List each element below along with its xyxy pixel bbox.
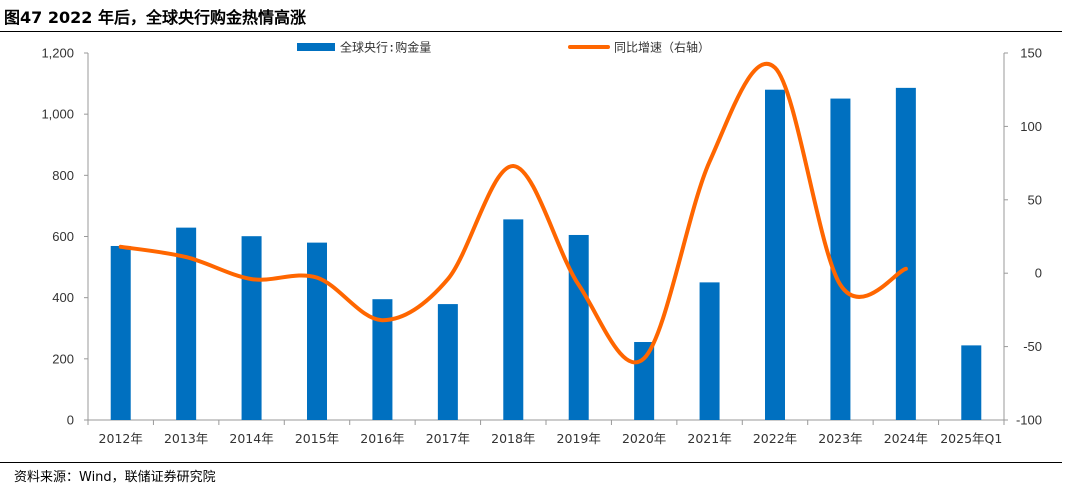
bar <box>765 89 785 420</box>
bar <box>830 98 851 421</box>
legend: 全球央行:购金量 同比增速（右轴） <box>297 40 710 55</box>
legend-bar-label: 全球央行:购金量 <box>340 40 431 55</box>
bar <box>176 227 197 420</box>
x-tick-label: 2014年 <box>229 431 273 446</box>
x-tick-label: 2017年 <box>426 431 470 446</box>
chart-title: 图47 2022 年后，全球央行购金热情高涨 <box>4 8 306 27</box>
bar <box>699 282 720 420</box>
bar <box>568 234 589 420</box>
x-tick-label: 2018年 <box>491 431 535 446</box>
x-tick-label: 2025年Q1 <box>940 431 1002 446</box>
x-tick-label: 2020年 <box>622 431 666 446</box>
y-left-tick-label: 400 <box>52 290 74 305</box>
y-left-tick-label: 200 <box>52 351 74 366</box>
y-right-tick-label: 100 <box>1020 119 1042 134</box>
legend-line-label: 同比增速（右轴） <box>614 40 710 55</box>
y-left-tick-label: 1,200 <box>41 46 74 61</box>
y-right-tick-label: 50 <box>1028 192 1042 207</box>
bottom-rule <box>0 462 1062 463</box>
y-right-tick-label: -50 <box>1023 339 1042 354</box>
x-tick-label: 2012年 <box>99 431 143 446</box>
bar <box>634 342 655 420</box>
x-tick-label: 2024年 <box>884 431 928 446</box>
x-tick-label: 2023年 <box>818 431 862 446</box>
bar <box>895 87 916 421</box>
bar <box>503 219 524 420</box>
x-tick-label: 2021年 <box>687 431 731 446</box>
bar <box>961 345 982 420</box>
x-tick-label: 2016年 <box>360 431 404 446</box>
y-left-ticks: 0 200 400 600 800 1,000 1,200 <box>41 46 88 428</box>
y-right-tick-label: 150 <box>1020 46 1042 61</box>
bar <box>437 304 458 420</box>
y-right-tick-label: -100 <box>1016 413 1042 428</box>
axes <box>87 53 1005 421</box>
bar <box>372 299 393 420</box>
y-right-ticks: -100 -50 0 50 100 150 <box>1004 46 1042 428</box>
y-right-tick-label: 0 <box>1035 266 1042 281</box>
x-tick-label: 2013年 <box>164 431 208 446</box>
x-tick-label: 2015年 <box>295 431 339 446</box>
x-tick-label: 2022年 <box>753 431 797 446</box>
y-left-tick-label: 1,000 <box>41 107 74 122</box>
x-tick-label: 2019年 <box>557 431 601 446</box>
bar <box>307 242 327 420</box>
y-left-tick-label: 600 <box>52 229 74 244</box>
x-axis-ticks: 2012年 2013年 2014年 2015年 2016年 2017年 2018年 2019年… <box>87 420 1005 446</box>
line-series <box>118 61 908 365</box>
bar <box>110 245 131 420</box>
line-path <box>118 61 908 365</box>
top-rule <box>0 31 1062 32</box>
bar-series <box>110 87 982 421</box>
y-left-tick-label: 800 <box>52 168 74 183</box>
bar <box>241 236 262 420</box>
y-left-tick-label: 0 <box>67 413 74 428</box>
source-note: 资料来源：Wind，联储证券研究院 <box>14 470 216 485</box>
legend-bar-swatch <box>297 43 335 51</box>
